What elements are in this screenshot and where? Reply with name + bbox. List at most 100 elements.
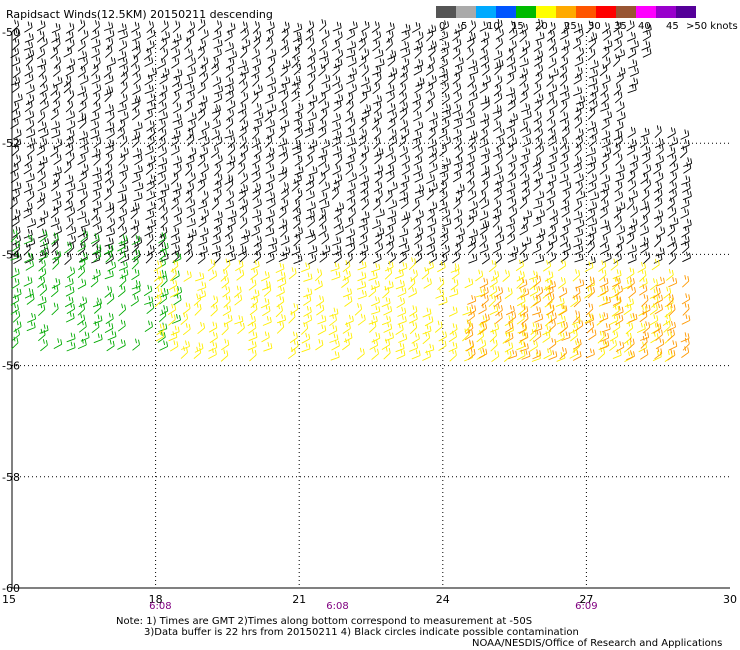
y-tick-label: -60 [2,582,20,595]
wind-barb [359,91,368,104]
wind-barb [535,64,544,77]
wind-barb [36,217,46,229]
wind-barb [187,147,197,159]
wind-barb [548,57,557,69]
wind-barb [569,348,579,359]
wind-barb [237,162,246,175]
wind-barb [342,322,351,334]
wind-barb [639,269,647,282]
wind-barb [655,338,665,350]
wind-barb [133,45,141,59]
wind-barb [627,170,636,183]
wind-barb [441,81,450,95]
wind-barb [160,47,169,61]
wind-barb [50,108,59,121]
wind-barb [375,208,385,218]
wind-barb [601,323,611,333]
wind-barb [627,337,635,351]
wind-barb [640,331,650,341]
wind-barb [198,130,207,141]
wind-barb [624,297,634,308]
wind-barb [516,270,525,282]
wind-barb [132,284,141,296]
wind-barb [260,297,270,309]
wind-barb [465,119,475,129]
wind-barb [158,232,167,244]
x-tick-label: 30 [723,593,737,606]
wind-barb [519,196,528,210]
wind-barb [441,93,450,105]
wind-barb [264,93,274,104]
wind-barb [12,137,22,148]
wind-barb [653,181,663,194]
wind-barb [452,29,461,42]
wind-barb [682,337,690,351]
wind-barb [414,243,423,257]
wind-barb [359,244,369,255]
wind-barb [467,144,477,156]
wind-barb [425,261,434,272]
wind-barb [401,154,411,166]
wind-barb [613,20,622,33]
wind-barb [600,284,609,296]
wind-barb [508,20,517,34]
wind-barb [387,72,396,85]
wind-barb [489,285,498,297]
wind-barb [26,293,35,305]
wind-barb [453,208,463,220]
wind-barb [453,111,464,122]
wind-barb [519,342,529,352]
wind-barb [680,208,690,219]
wind-barb [521,180,530,193]
wind-barb [278,218,288,230]
wind-barb [372,39,381,52]
wind-barb [627,83,637,94]
wind-barb [120,71,128,85]
wind-barb [11,81,20,94]
wind-barb [668,277,678,288]
wind-barb [508,349,518,360]
wind-barb [173,163,182,176]
wind-barb [321,83,331,95]
wind-barb [603,110,613,121]
wind-barb [12,209,21,221]
wind-barb [157,173,166,185]
wind-barb [655,247,665,257]
wind-barb [477,339,487,351]
wind-barb [182,323,191,336]
wind-barb [253,216,263,228]
wind-barb [333,100,342,112]
wind-barb [519,91,528,103]
wind-barb [480,31,490,43]
wind-barb [332,21,342,32]
wind-barb [159,287,169,298]
wind-barb [533,40,542,52]
wind-barb [467,36,475,49]
wind-barb [225,234,234,247]
wind-barb [384,331,394,342]
wind-barb [627,225,636,236]
y-tick-label: -50 [2,26,20,39]
wind-barb [627,253,637,264]
wind-barb [289,331,298,344]
wind-barb [440,40,450,52]
wind-barb [586,276,595,289]
wind-barb [508,311,517,323]
wind-barb [52,256,60,270]
wind-barb [105,29,115,40]
wind-barb [281,188,289,201]
wind-barb [628,77,639,87]
wind-barb [680,198,690,210]
wind-barb [157,257,166,269]
wind-barb [344,295,353,307]
wind-barb [118,153,126,166]
wind-barb [239,205,248,218]
wind-barb [184,48,193,60]
wind-barb [146,28,156,40]
wind-barb [414,58,424,69]
color-legend: 0 5 10 15 20 25 30 35 40 45 >50 knots [436,6,738,32]
wind-barb [106,127,115,140]
wind-barb [321,232,330,245]
wind-barb [574,116,583,129]
wind-barb [609,339,617,352]
